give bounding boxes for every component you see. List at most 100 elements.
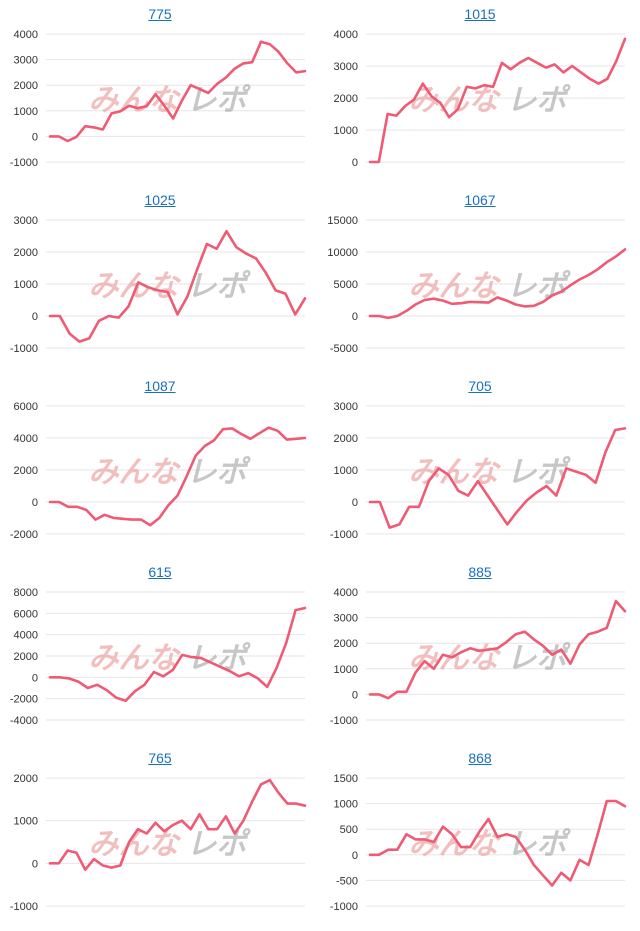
y-tick-label: -2000 (10, 694, 38, 706)
y-tick-label: 0 (352, 157, 358, 169)
watermark-right: レポ (187, 270, 252, 303)
watermark-left: みんな (409, 642, 502, 675)
series-line (368, 427, 627, 529)
chart-panel: -1000 0 1000 2000 3000 4000 みんな レポ 775 (0, 0, 320, 186)
chart-panel: -1000 0 1000 2000 3000 みんな レポ 705 (320, 372, 640, 558)
watermark-right: レポ (187, 828, 252, 861)
y-tick-label: 0 (32, 311, 38, 323)
y-tick-label: 3000 (334, 61, 358, 73)
series-line (368, 799, 627, 887)
watermark-left: みんな (89, 84, 182, 117)
line-chart: -1000 -500 0 500 1000 1500 みんな レポ (330, 773, 627, 913)
line-chart: -1000 0 1000 2000 3000 4000 みんな レポ (10, 29, 307, 169)
y-tick-label: 1000 (334, 125, 358, 137)
chart-title-link[interactable]: 868 (468, 750, 492, 766)
y-tick-label: 15000 (327, 215, 358, 227)
y-tick-label: 3000 (14, 55, 38, 67)
y-tick-label: 8000 (14, 587, 38, 599)
watermark-left: みんな (409, 828, 502, 861)
y-tick-label: 1000 (14, 106, 38, 118)
y-tick-label: 3000 (334, 613, 358, 625)
y-tick-label: 0 (352, 497, 358, 509)
line-chart: -1000 0 1000 2000 3000 4000 みんな レポ (330, 587, 627, 727)
y-tick-label: -2000 (10, 529, 38, 541)
chart-title-link[interactable]: 1025 (144, 192, 176, 208)
chart-title-link[interactable]: 1015 (464, 6, 496, 22)
y-tick-label: -1000 (330, 715, 358, 727)
chart-title-link[interactable]: 705 (468, 378, 492, 394)
chart-title-link[interactable]: 765 (148, 750, 172, 766)
y-tick-label: 2000 (14, 465, 38, 477)
chart-title-link[interactable]: 775 (148, 6, 172, 22)
y-tick-label: 0 (32, 858, 38, 870)
watermark-left: みんな (89, 456, 182, 489)
chart-panel: -1000 -500 0 500 1000 1500 みんな レポ 868 (320, 744, 640, 930)
watermark-right: レポ (507, 828, 572, 861)
chart-panel: -1000 0 1000 2000 3000 4000 みんな レポ 885 (320, 558, 640, 744)
series-line (48, 426, 307, 527)
chart-panel: -2000 0 2000 4000 6000 みんな レポ 1087 (0, 372, 320, 558)
series-line (48, 40, 307, 143)
watermark-right: レポ (507, 84, 572, 117)
y-tick-label: 2000 (14, 773, 38, 785)
chart-title-link[interactable]: 1067 (464, 192, 496, 208)
y-tick-label: 4000 (14, 433, 38, 445)
chart-panel: -1000 0 1000 2000 みんな レポ 765 (0, 744, 320, 930)
watermark-left: みんな (409, 270, 502, 303)
chart-panel: -5000 0 5000 10000 15000 みんな レポ 1067 (320, 186, 640, 372)
y-tick-label: 1000 (14, 279, 38, 291)
y-tick-label: 10000 (327, 247, 358, 259)
chart-panel: 0 1000 2000 3000 4000 みんな レポ 1015 (320, 0, 640, 186)
y-tick-label: -1000 (330, 529, 358, 541)
chart-title-link[interactable]: 1087 (144, 378, 176, 394)
series-line (48, 606, 307, 703)
watermark-right: レポ (187, 456, 252, 489)
y-tick-label: 1000 (14, 816, 38, 828)
y-tick-label: -500 (336, 875, 358, 887)
y-tick-label: 1500 (334, 773, 358, 785)
y-tick-label: 1000 (334, 664, 358, 676)
watermark-left: みんな (89, 642, 182, 675)
watermark-right: レポ (187, 84, 252, 117)
y-tick-label: 2000 (334, 93, 358, 105)
chart-panel: -4000 -2000 0 2000 4000 6000 8000 みんな レポ 615 (0, 558, 320, 744)
chart-panel: -1000 0 1000 2000 3000 みんな レポ 1025 (0, 186, 320, 372)
chart-title-link[interactable]: 615 (148, 564, 172, 580)
y-tick-label: 4000 (14, 29, 38, 41)
y-tick-label: -1000 (10, 343, 38, 355)
y-tick-label: 6000 (14, 608, 38, 620)
watermark-right: レポ (507, 270, 572, 303)
series-line (368, 37, 627, 164)
y-tick-label: 2000 (14, 247, 38, 259)
y-tick-label: 0 (32, 672, 38, 684)
y-tick-label: 5000 (334, 279, 358, 291)
y-tick-label: 2000 (14, 651, 38, 663)
series-line (48, 229, 307, 343)
y-tick-label: 0 (352, 689, 358, 701)
y-tick-label: -4000 (10, 715, 38, 727)
y-tick-label: 0 (32, 131, 38, 143)
y-tick-label: 1000 (334, 799, 358, 811)
y-tick-label: 6000 (14, 401, 38, 413)
y-tick-label: 2000 (334, 433, 358, 445)
y-tick-label: 0 (352, 850, 358, 862)
y-tick-label: 0 (32, 497, 38, 509)
series-line (368, 248, 627, 320)
y-tick-label: 0 (352, 311, 358, 323)
watermark-right: レポ (507, 642, 572, 675)
series-line (368, 599, 627, 700)
y-tick-label: 4000 (334, 587, 358, 599)
series-line (48, 778, 307, 871)
y-tick-label: -1000 (330, 901, 358, 913)
y-tick-label: 4000 (334, 29, 358, 41)
chart-title-link[interactable]: 885 (468, 564, 492, 580)
line-chart: -5000 0 5000 10000 15000 みんな レポ (327, 215, 627, 355)
y-tick-label: -1000 (10, 157, 38, 169)
line-chart: -2000 0 2000 4000 6000 みんな レポ (10, 401, 307, 541)
y-tick-label: 2000 (14, 80, 38, 92)
